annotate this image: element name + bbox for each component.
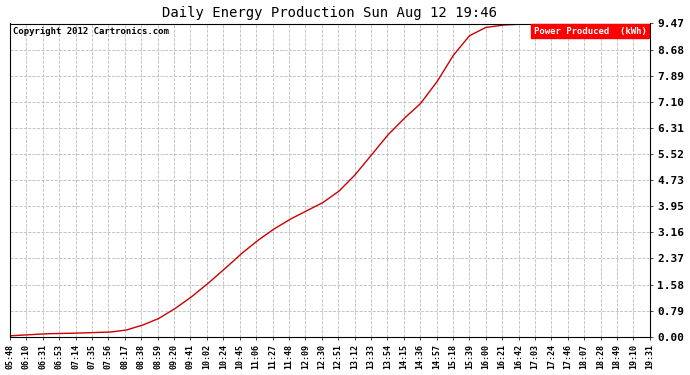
Title: Daily Energy Production Sun Aug 12 19:46: Daily Energy Production Sun Aug 12 19:46: [162, 6, 497, 20]
Text: Power Produced  (kWh): Power Produced (kWh): [534, 27, 647, 36]
Text: Copyright 2012 Cartronics.com: Copyright 2012 Cartronics.com: [13, 27, 169, 36]
